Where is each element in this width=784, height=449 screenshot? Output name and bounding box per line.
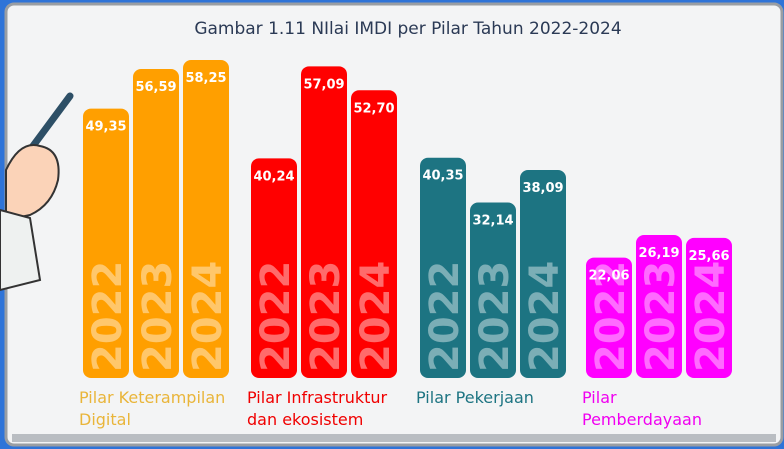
board-ledge bbox=[12, 434, 776, 442]
bar bbox=[636, 235, 682, 378]
bar bbox=[520, 170, 566, 378]
category-label-box: Pilar Infrastruktur dan ekosistem bbox=[247, 388, 388, 429]
value-label: 56,59 bbox=[135, 80, 176, 95]
value-label: 57,09 bbox=[303, 77, 344, 92]
year-label: 2023 bbox=[472, 261, 518, 372]
year-label: 2022 bbox=[588, 261, 634, 372]
hand-with-pointer bbox=[0, 92, 74, 292]
category-label: Pilar Infrastruktur dan ekosistem bbox=[247, 388, 388, 429]
category-label-box: Pilar Pekerjaan bbox=[416, 388, 534, 407]
bar bbox=[351, 90, 397, 379]
bar bbox=[133, 69, 179, 378]
bar bbox=[470, 202, 516, 378]
bar bbox=[83, 108, 129, 378]
category-label: Pilar Pekerjaan bbox=[416, 388, 534, 407]
chart-title: Gambar 1.11 NIlai IMDI per Pilar Tahun 2… bbox=[194, 19, 621, 39]
category-label: Pilar Keterampilan Digital bbox=[79, 388, 226, 429]
category-label-box: Pilar Pemberdayaan bbox=[582, 388, 702, 429]
bar bbox=[420, 157, 466, 378]
year-label: 2024 bbox=[522, 261, 568, 372]
bar bbox=[183, 60, 229, 378]
bar bbox=[251, 158, 297, 378]
bar bbox=[586, 257, 632, 378]
value-label: 25,66 bbox=[688, 249, 729, 264]
year-label: 2023 bbox=[135, 261, 181, 372]
year-label: 2024 bbox=[688, 261, 734, 372]
year-label: 2022 bbox=[253, 261, 299, 372]
value-label: 40,24 bbox=[253, 169, 294, 184]
value-label: 22,06 bbox=[588, 269, 629, 284]
category-label: Pilar Pemberdayaan bbox=[582, 388, 702, 429]
year-label: 2022 bbox=[85, 261, 131, 372]
value-label: 26,19 bbox=[638, 246, 679, 261]
value-label: 38,09 bbox=[522, 181, 563, 196]
bar bbox=[686, 237, 732, 378]
bar bbox=[301, 66, 347, 378]
value-label: 40,35 bbox=[422, 169, 463, 184]
year-label: 2023 bbox=[303, 261, 349, 372]
value-label: 49,35 bbox=[85, 120, 126, 135]
value-label: 52,70 bbox=[353, 101, 394, 116]
year-label: 2023 bbox=[638, 261, 684, 372]
value-label: 58,25 bbox=[185, 71, 226, 86]
value-label: 32,14 bbox=[472, 214, 513, 229]
year-label: 2024 bbox=[185, 261, 231, 372]
category-label-box: Pilar Keterampilan Digital bbox=[79, 388, 226, 429]
year-label: 2024 bbox=[353, 261, 399, 372]
year-label: 2022 bbox=[422, 261, 468, 372]
